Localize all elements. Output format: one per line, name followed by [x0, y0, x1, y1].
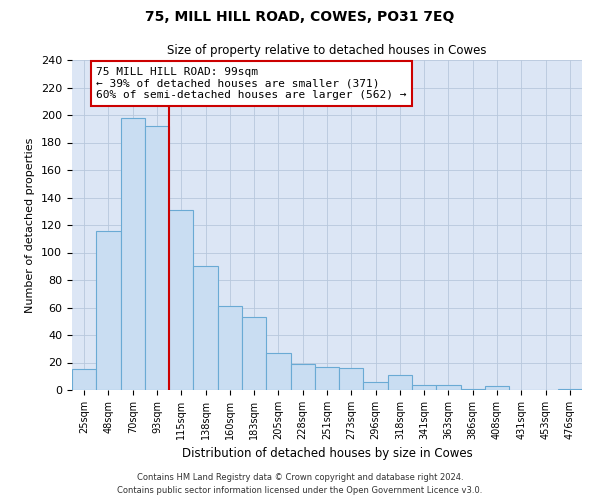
Bar [436, 384, 461, 390]
X-axis label: Distribution of detached houses by size in Cowes: Distribution of detached houses by size … [182, 448, 472, 460]
Bar [121, 118, 145, 390]
Bar [145, 126, 169, 390]
Bar [96, 230, 121, 390]
Y-axis label: Number of detached properties: Number of detached properties [25, 138, 35, 312]
Title: Size of property relative to detached houses in Cowes: Size of property relative to detached ho… [167, 44, 487, 58]
Bar [242, 317, 266, 390]
Bar [558, 388, 582, 390]
Bar [364, 382, 388, 390]
Bar [388, 375, 412, 390]
Bar [266, 353, 290, 390]
Bar [218, 306, 242, 390]
Bar [412, 384, 436, 390]
Bar [339, 368, 364, 390]
Bar [290, 364, 315, 390]
Bar [461, 388, 485, 390]
Bar [193, 266, 218, 390]
Text: 75, MILL HILL ROAD, COWES, PO31 7EQ: 75, MILL HILL ROAD, COWES, PO31 7EQ [145, 10, 455, 24]
Bar [72, 370, 96, 390]
Bar [485, 386, 509, 390]
Text: 75 MILL HILL ROAD: 99sqm
← 39% of detached houses are smaller (371)
60% of semi-: 75 MILL HILL ROAD: 99sqm ← 39% of detach… [96, 67, 407, 100]
Bar [315, 366, 339, 390]
Bar [169, 210, 193, 390]
Text: Contains HM Land Registry data © Crown copyright and database right 2024.
Contai: Contains HM Land Registry data © Crown c… [118, 474, 482, 495]
